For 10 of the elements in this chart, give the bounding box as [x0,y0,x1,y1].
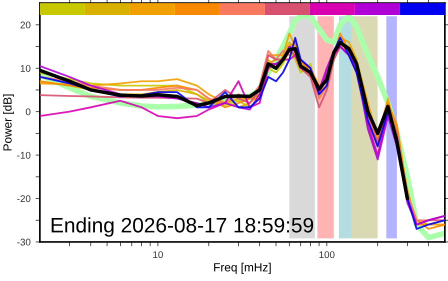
x-tick-label: 100 [319,251,335,258]
x-axis-title: Freq [mHz] [214,262,271,274]
y-tick-label: -10 [17,152,30,159]
y-tick-label: 10 [20,64,30,72]
y-tick-label: -30 [17,238,30,246]
y-axis-title: Power [dB] [3,94,14,150]
y-tick-label: -20 [17,195,30,202]
y-tick-label: 20 [20,22,30,28]
annotation: Ending 2026-08-17 18:59:59 [52,217,314,237]
y-tick-label: 0 [26,108,30,116]
